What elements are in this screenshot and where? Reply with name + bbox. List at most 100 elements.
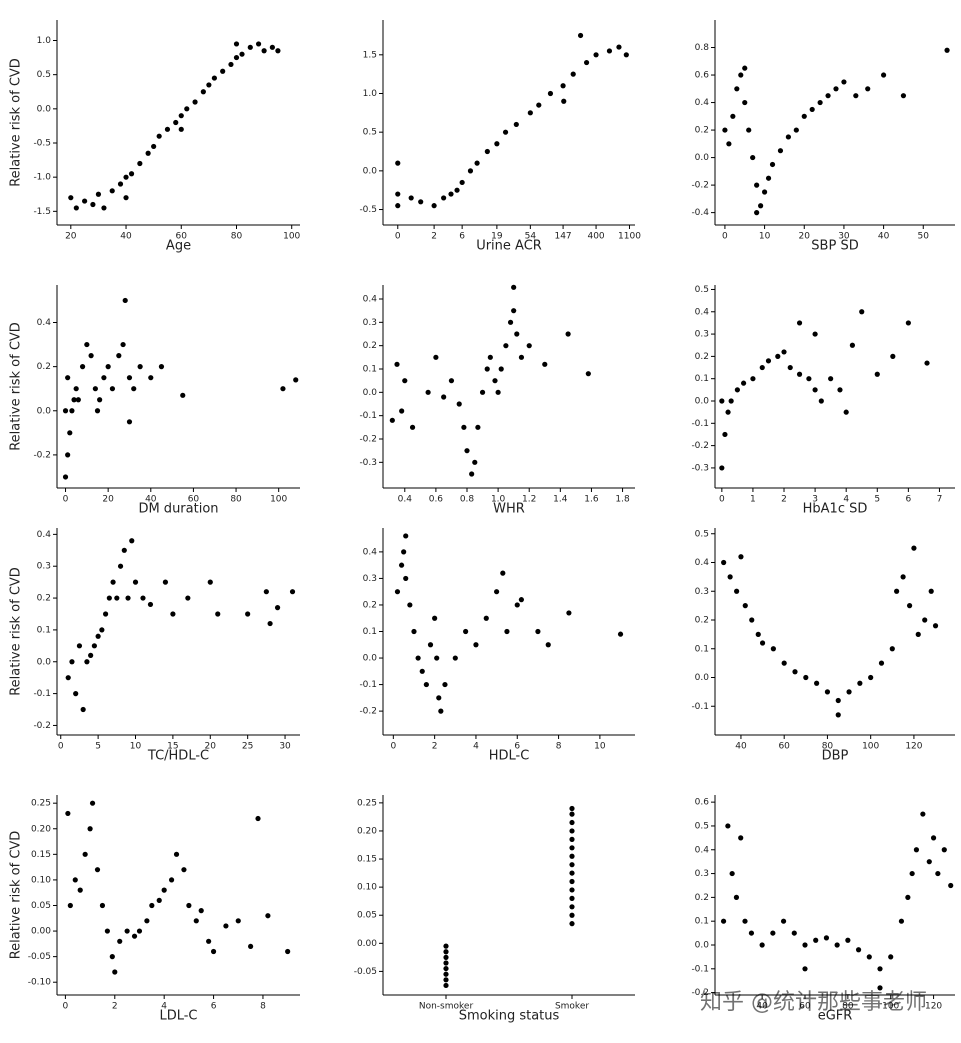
point xyxy=(835,697,841,704)
point xyxy=(948,882,954,889)
y-tick-label: -0.1 xyxy=(691,419,709,429)
point xyxy=(103,611,109,617)
x-tick-label: 19 xyxy=(491,232,503,242)
point xyxy=(106,595,112,601)
point xyxy=(928,588,934,594)
y-axis-label: Relative risk of CVD xyxy=(9,567,24,696)
x-tick-label: 1.8 xyxy=(615,495,630,505)
x-tick-label: 80 xyxy=(230,495,242,505)
point xyxy=(569,819,575,826)
y-tick-label: 0.05 xyxy=(31,901,51,911)
point xyxy=(110,579,116,585)
point xyxy=(409,424,416,430)
point xyxy=(922,617,928,623)
point xyxy=(432,615,438,621)
point xyxy=(742,99,748,106)
point xyxy=(87,826,93,832)
point xyxy=(112,969,118,975)
y-tick-label: 0.5 xyxy=(695,285,709,295)
point xyxy=(228,61,234,68)
x-tick-label: 10 xyxy=(130,742,142,752)
point xyxy=(121,547,127,553)
x-tick-label: 0.8 xyxy=(460,495,475,505)
point xyxy=(210,948,217,955)
point xyxy=(73,691,79,697)
point xyxy=(407,602,413,608)
point xyxy=(443,982,449,989)
point xyxy=(511,308,517,314)
y-tick-label: 0.2 xyxy=(363,600,377,610)
point xyxy=(394,589,401,595)
point xyxy=(148,375,154,381)
point xyxy=(117,181,124,187)
y-tick-label: -0.2 xyxy=(33,450,51,460)
y-tick-label: 0.0 xyxy=(37,104,52,114)
point xyxy=(289,589,296,595)
y-tick-label: -0.2 xyxy=(359,707,377,717)
x-axis-label: DBP xyxy=(822,749,849,764)
point xyxy=(796,371,803,377)
point xyxy=(765,175,772,181)
point xyxy=(233,41,240,47)
point xyxy=(793,127,799,133)
point xyxy=(920,811,926,817)
point xyxy=(890,353,896,359)
point xyxy=(131,386,137,392)
point xyxy=(560,83,566,89)
x-tick-label: 4 xyxy=(843,495,849,505)
point xyxy=(944,47,950,53)
x-tick-label: 20 xyxy=(65,232,77,242)
y-tick-label: 0.2 xyxy=(363,341,377,351)
point xyxy=(403,533,409,539)
x-axis-label: Age xyxy=(166,239,191,254)
point xyxy=(502,129,509,135)
x-tick-label: 54 xyxy=(525,232,537,242)
x-axis-label: TC/HDL-C xyxy=(147,749,209,764)
point xyxy=(492,378,498,384)
point xyxy=(91,643,97,649)
point xyxy=(101,375,107,381)
point xyxy=(748,930,755,936)
point xyxy=(136,928,143,934)
point xyxy=(738,554,744,560)
point xyxy=(394,361,400,367)
point xyxy=(781,349,787,355)
x-tick-label: 147 xyxy=(554,232,571,242)
y-tick-label: 0.0 xyxy=(363,388,378,398)
point xyxy=(101,205,107,211)
y-tick-label: 0.4 xyxy=(363,547,378,557)
y-tick-label: -0.05 xyxy=(354,967,377,977)
x-axis-label: HbA1c SD xyxy=(803,502,868,517)
x-tick-label: 80 xyxy=(231,232,243,242)
point xyxy=(80,706,86,713)
point xyxy=(825,93,831,99)
point xyxy=(725,823,731,829)
point xyxy=(755,631,761,637)
point xyxy=(484,366,490,372)
x-tick-label: 5 xyxy=(95,742,101,752)
point xyxy=(261,48,267,54)
point xyxy=(180,392,186,398)
point xyxy=(547,90,554,97)
y-tick-label: 0.3 xyxy=(37,562,51,572)
point xyxy=(79,364,86,370)
point xyxy=(593,52,599,58)
point xyxy=(200,89,206,95)
point xyxy=(456,401,462,407)
point xyxy=(469,471,475,477)
point xyxy=(726,141,732,147)
point xyxy=(77,887,83,893)
point xyxy=(84,341,90,348)
point xyxy=(181,867,187,873)
point xyxy=(461,424,467,430)
point xyxy=(67,902,73,909)
x-tick-label: 0 xyxy=(390,742,396,752)
x-tick-label: 0.4 xyxy=(398,495,413,505)
point xyxy=(389,417,395,423)
point xyxy=(185,595,191,601)
point xyxy=(570,71,576,77)
point xyxy=(162,579,169,585)
point xyxy=(796,320,803,326)
y-tick-label: 0.00 xyxy=(357,939,377,949)
point xyxy=(443,965,449,972)
